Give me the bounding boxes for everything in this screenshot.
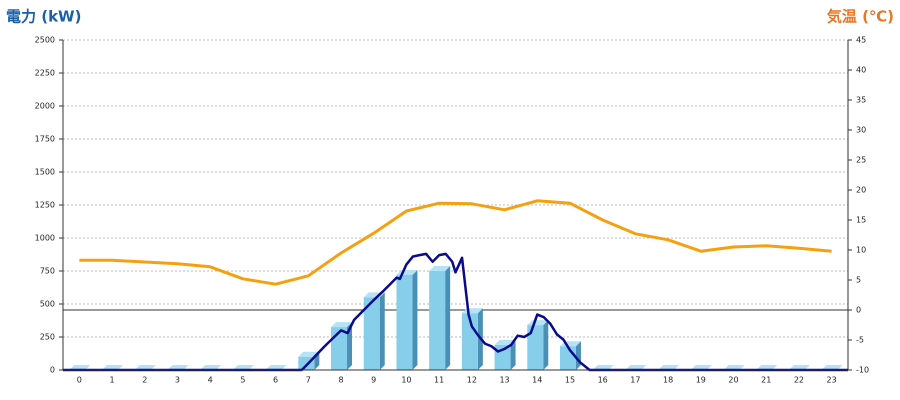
y2-tick-label: -5: [856, 336, 864, 345]
y-tick-label: 2250: [35, 69, 55, 78]
y2-tick-label: 10: [856, 246, 866, 255]
x-tick-label: 23: [827, 376, 837, 385]
y2-tick-label: 15: [856, 216, 866, 225]
x-tick-label: 10: [401, 376, 411, 385]
x-tick-label: 13: [499, 376, 509, 385]
y-tick-label: 1250: [35, 201, 55, 210]
x-tick-label: 5: [240, 376, 245, 385]
x-tick-label: 17: [630, 376, 640, 385]
x-tick-label: 4: [208, 376, 213, 385]
x-tick-label: 14: [532, 376, 542, 385]
x-tick-label: 0: [77, 376, 82, 385]
bar-top: [331, 322, 353, 328]
x-tick-label: 9: [371, 376, 376, 385]
x-tick-label: 18: [663, 376, 673, 385]
bar-top: [527, 320, 549, 326]
temperature-line: [79, 199, 832, 286]
bar-side: [347, 322, 353, 370]
x-tick-label: 3: [175, 376, 180, 385]
x-tick-label: 19: [696, 376, 706, 385]
y-tick-label: 2500: [35, 36, 55, 45]
bar-side: [510, 339, 516, 370]
y2-tick-label: 45: [856, 36, 866, 45]
x-tick-label: 6: [273, 376, 278, 385]
y-tick-label: 1750: [35, 135, 55, 144]
bar-side: [543, 320, 549, 370]
y-tick-label: 1500: [35, 168, 55, 177]
x-tick-label: 11: [434, 376, 444, 385]
x-tick-label: 12: [467, 376, 477, 385]
y-tick-label: 500: [40, 300, 55, 309]
bar: [396, 274, 413, 370]
y-tick-label: 1000: [35, 234, 55, 243]
bar-top: [298, 351, 320, 357]
bar: [363, 297, 380, 370]
y2-tick-label: 40: [856, 66, 866, 75]
y2-tick-label: 35: [856, 96, 866, 105]
y-tick-label: 250: [40, 333, 55, 342]
x-tick-label: 1: [110, 376, 115, 385]
y2-tick-label: 30: [856, 126, 866, 135]
x-tick-label: 20: [728, 376, 738, 385]
x-tick-label: 8: [338, 376, 343, 385]
y2-tick-label: 20: [856, 186, 866, 195]
bar-side: [379, 292, 385, 370]
y2-axis-title: 気温 (℃): [827, 8, 894, 26]
y-tick-label: 750: [40, 267, 55, 276]
bar-top: [494, 339, 516, 345]
y-tick-label: 2000: [35, 102, 55, 111]
y2-tick-label: 0: [856, 306, 861, 315]
x-tick-label: 22: [794, 376, 804, 385]
bar-side: [412, 269, 418, 370]
bar: [527, 325, 544, 370]
y2-tick-label: 5: [856, 276, 861, 285]
bar-top: [429, 266, 451, 271]
y2-tick-label: 25: [856, 156, 866, 165]
x-tick-label: 15: [565, 376, 575, 385]
bar-side: [575, 341, 581, 370]
bar: [429, 271, 446, 370]
x-tick-label: 21: [761, 376, 771, 385]
y2-tick-label: -10: [856, 366, 869, 375]
y-axis-title: 電力 (kW): [6, 8, 81, 26]
bar-side: [445, 266, 451, 370]
power-line: [63, 252, 848, 372]
x-tick-label: 16: [598, 376, 608, 385]
x-tick-label: 7: [306, 376, 311, 385]
x-tick-label: 2: [142, 376, 147, 385]
y-tick-label: 0: [50, 366, 55, 375]
bar: [559, 346, 576, 370]
